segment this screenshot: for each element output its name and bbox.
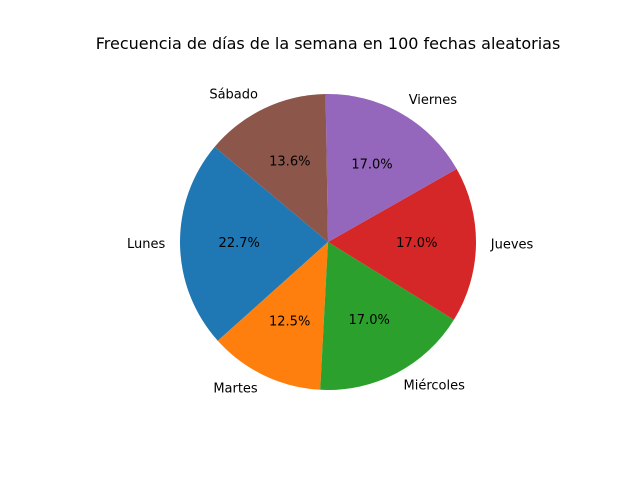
chart-title: Frecuencia de días de la semana en 100 f… — [96, 34, 561, 53]
pie-slice-viernes — [325, 93, 457, 242]
slice-label-jueves: Jueves — [490, 237, 534, 252]
pct-label-sabado: 13.6% — [269, 154, 310, 169]
slice-label-sabado: Sábado — [209, 88, 258, 103]
pct-label-jueves: 17.0% — [396, 236, 437, 251]
pct-label-miercoles: 17.0% — [349, 313, 390, 328]
slice-label-lunes: Lunes — [127, 237, 165, 252]
slice-label-viernes: Viernes — [409, 93, 458, 108]
pct-label-martes: 12.5% — [269, 315, 310, 330]
pie-slice-miercoles — [320, 242, 454, 390]
slice-label-martes: Martes — [213, 381, 258, 396]
pie-labels: Lunes 22.7% Martes 12.5% Miércoles 17.0% Jueve… — [127, 88, 534, 397]
pie-slice-lunes — [179, 146, 328, 341]
pie-slice-sabado — [214, 94, 328, 243]
pie-slice-martes — [217, 242, 328, 390]
pie-slice-jueves — [328, 168, 476, 320]
pie-slices — [179, 93, 476, 390]
slice-label-miercoles: Miércoles — [404, 379, 466, 394]
pct-label-lunes: 22.7% — [219, 236, 260, 251]
pct-label-viernes: 17.0% — [351, 157, 392, 172]
